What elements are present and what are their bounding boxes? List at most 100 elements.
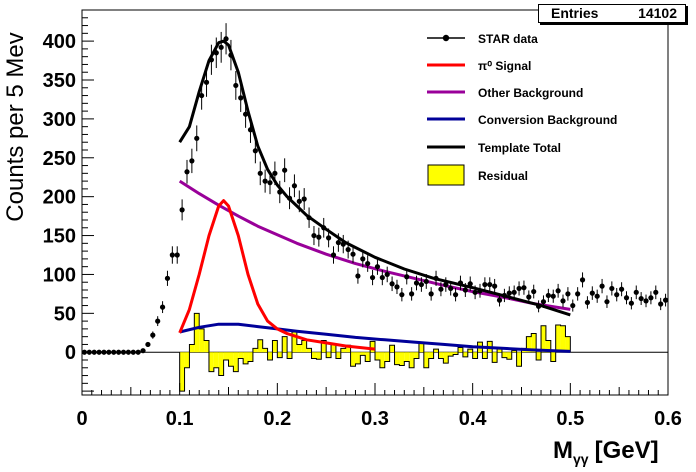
residual-bar [458, 347, 463, 353]
data-point [438, 282, 444, 297]
data-point [257, 161, 263, 186]
residual-bar [404, 352, 410, 362]
data-marker [340, 241, 346, 247]
data-point [189, 148, 195, 174]
data-point [301, 188, 307, 210]
residual-bar [467, 349, 473, 353]
residual-bar [511, 350, 517, 353]
data-point [101, 349, 107, 355]
data-marker [516, 285, 522, 292]
data-point [355, 268, 361, 284]
data-marker [418, 281, 424, 288]
data-point [326, 228, 332, 248]
residual-histogram [179, 312, 571, 392]
residual-bar [428, 352, 434, 359]
x-tick-label: 0.5 [556, 408, 584, 430]
data-marker [653, 289, 659, 295]
data-point [262, 169, 268, 193]
data-point [550, 289, 556, 303]
data-marker [369, 274, 376, 281]
residual-bar [321, 340, 327, 353]
data-marker [428, 291, 434, 297]
data-point [428, 287, 434, 301]
data-marker [662, 297, 669, 303]
data-marker [501, 292, 508, 299]
data-point [111, 349, 117, 355]
x-axis-label-unit: [GeV] [595, 437, 659, 464]
data-point [218, 31, 224, 63]
data-marker [91, 349, 97, 355]
data-point [560, 294, 566, 308]
residual-bar [218, 352, 224, 376]
legend-entry-other-background: Other Background [427, 86, 583, 100]
data-point [369, 269, 376, 286]
residual-bar [531, 333, 537, 353]
legend-label: Residual [478, 169, 528, 183]
data-point [208, 44, 215, 75]
residual-bar [536, 352, 542, 360]
data-marker [120, 349, 127, 355]
data-marker [404, 274, 410, 280]
data-point [418, 277, 424, 292]
residual-bar [414, 352, 419, 359]
data-point [164, 270, 171, 286]
residual-bar [252, 348, 258, 353]
residual-bar [550, 352, 556, 362]
data-points [81, 23, 669, 355]
data-marker [619, 286, 625, 292]
residual-bar [423, 352, 429, 368]
y-tick-label: 100 [43, 264, 76, 286]
data-marker [213, 50, 219, 56]
legend-label: Template Total [478, 141, 561, 155]
legend-label: Other Background [478, 86, 583, 100]
data-point [223, 23, 229, 55]
data-point [252, 138, 258, 164]
data-marker [467, 281, 473, 287]
data-point [404, 269, 410, 285]
data-marker [579, 277, 586, 283]
data-marker [242, 111, 249, 117]
residual-bar [541, 325, 546, 353]
data-point [452, 287, 459, 302]
residual-bar [243, 352, 249, 364]
data-point [394, 279, 400, 295]
residual-bar [335, 352, 341, 359]
data-point [477, 283, 483, 298]
data-point [291, 174, 298, 198]
data-point [306, 207, 312, 228]
data-marker [335, 239, 341, 246]
fit-curves [178, 39, 571, 353]
data-marker [282, 167, 288, 173]
data-point [179, 199, 185, 221]
data-point [648, 291, 654, 305]
data-point [321, 217, 327, 238]
data-marker [560, 298, 566, 304]
stats-entries-value: 14102 [638, 5, 677, 21]
data-marker [179, 207, 185, 213]
residual-bar [262, 348, 268, 353]
residual-bar [389, 345, 395, 353]
data-marker [409, 291, 415, 297]
data-point [619, 282, 625, 297]
data-marker [296, 198, 302, 204]
data-marker [286, 195, 293, 201]
data-marker [628, 300, 634, 306]
data-marker [194, 135, 200, 141]
data-point [335, 233, 341, 252]
data-point [492, 278, 498, 294]
data-point [501, 288, 508, 303]
data-point [374, 258, 381, 275]
data-marker [189, 158, 195, 164]
data-point [330, 246, 337, 264]
residual-bar [472, 352, 478, 359]
y-tick-label: 400 [43, 31, 76, 53]
x-axis: 0 0.1 0.2 0.3 0.4 0.5 0.6 [76, 383, 682, 430]
data-point [159, 301, 166, 314]
data-marker [374, 264, 381, 270]
data-marker [457, 280, 464, 286]
data-point [579, 272, 586, 288]
x-tick-label: 0.3 [361, 408, 389, 430]
data-point [242, 100, 249, 128]
data-point [267, 171, 273, 195]
data-point [521, 280, 527, 295]
